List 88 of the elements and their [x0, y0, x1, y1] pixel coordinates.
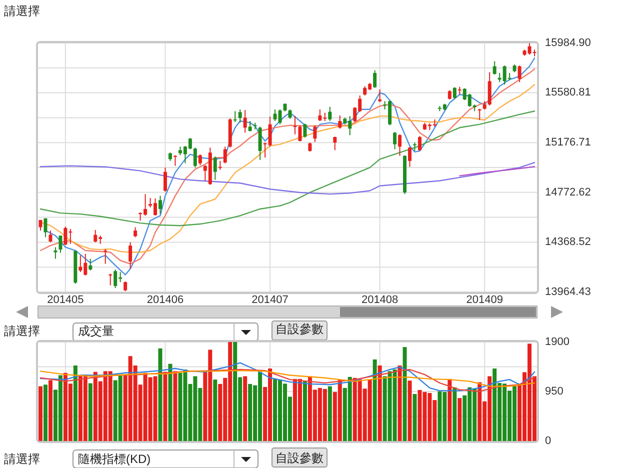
candlestick — [58, 235, 62, 254]
y-tick-label: 13964.43 — [545, 286, 591, 298]
bar — [302, 381, 307, 441]
candlestick — [313, 124, 317, 142]
line-series — [40, 368, 536, 392]
y-tick-label: 950 — [545, 385, 564, 398]
candlestick — [328, 106, 332, 122]
bar — [458, 398, 462, 441]
candlestick — [478, 108, 482, 121]
line-series — [40, 370, 536, 387]
candlestick — [88, 258, 92, 271]
candlestick — [452, 86, 456, 100]
text: 自設參數 — [276, 451, 324, 466]
candlestick — [488, 72, 492, 106]
y-tick-label: 15580.81 — [545, 86, 591, 99]
text: 自設參數 — [276, 322, 324, 336]
bar — [88, 383, 92, 441]
bar — [328, 386, 332, 441]
text: 成交量 — [78, 324, 114, 338]
candlestick — [448, 90, 452, 100]
bar — [398, 366, 402, 441]
candlestick — [104, 248, 108, 264]
bar — [412, 394, 417, 441]
candlestick — [288, 108, 292, 120]
x-tick-label: 201405 — [47, 294, 84, 306]
text: 請選擇 — [4, 324, 40, 338]
y-tick-label: 0 — [545, 434, 552, 447]
y-tick-label: 15984.90 — [545, 36, 591, 49]
candlestick — [248, 120, 252, 132]
candlestick — [373, 70, 377, 88]
candlestick — [398, 134, 402, 156]
candlestick — [164, 167, 167, 192]
candlestick — [193, 147, 197, 168]
candlestick — [198, 154, 202, 166]
line-series — [40, 110, 536, 226]
x-tick-label: 201408 — [361, 294, 398, 306]
y-tick-label: 14772.62 — [545, 186, 591, 198]
candlestick — [48, 230, 52, 243]
x-tick-label: 201406 — [146, 294, 184, 306]
line-series — [459, 166, 536, 176]
bar — [73, 366, 78, 441]
bar — [48, 380, 52, 441]
bar — [43, 384, 48, 441]
text: 請選擇 — [4, 4, 40, 18]
bar — [38, 386, 42, 441]
candlestick — [408, 146, 412, 168]
candlestick — [173, 154, 177, 166]
x-tick-label: 201409 — [466, 294, 503, 306]
candlestick — [128, 242, 132, 270]
candlestick — [233, 110, 237, 122]
candlestick — [158, 195, 162, 215]
candlestick — [124, 282, 128, 290]
candlestick — [333, 136, 337, 151]
bar — [168, 364, 172, 441]
bar — [448, 378, 452, 441]
bar — [408, 380, 412, 441]
bar — [163, 372, 168, 441]
candlestick — [418, 136, 422, 152]
bar — [173, 371, 178, 441]
bar — [372, 359, 377, 441]
candlestick — [518, 65, 522, 83]
candlestick — [134, 226, 138, 238]
candlestick — [338, 114, 342, 130]
y-tick-label: 14368.52 — [545, 236, 591, 248]
line-series — [40, 362, 536, 392]
candlestick — [44, 218, 48, 238]
bar — [452, 387, 457, 441]
candlestick — [223, 146, 227, 164]
line-series — [40, 162, 536, 195]
candlestick — [492, 60, 496, 76]
text: 隨機指標(KD) — [78, 452, 151, 466]
bar — [243, 376, 248, 441]
candlestick — [258, 126, 262, 160]
candlestick — [213, 156, 217, 180]
y-tick-label: 15176.71 — [545, 136, 591, 149]
bar — [158, 348, 162, 441]
candlestick — [303, 123, 307, 138]
text: 請選擇 — [4, 452, 40, 466]
bar — [402, 347, 407, 441]
bar — [378, 366, 382, 441]
bar — [213, 380, 218, 441]
x-tick-label: 201407 — [252, 294, 288, 306]
candlestick — [243, 110, 247, 134]
candlestick — [393, 131, 397, 150]
y-tick-label: 1900 — [545, 336, 570, 348]
candlestick — [108, 273, 112, 286]
candlestick — [238, 108, 242, 124]
candlestick — [218, 160, 222, 170]
